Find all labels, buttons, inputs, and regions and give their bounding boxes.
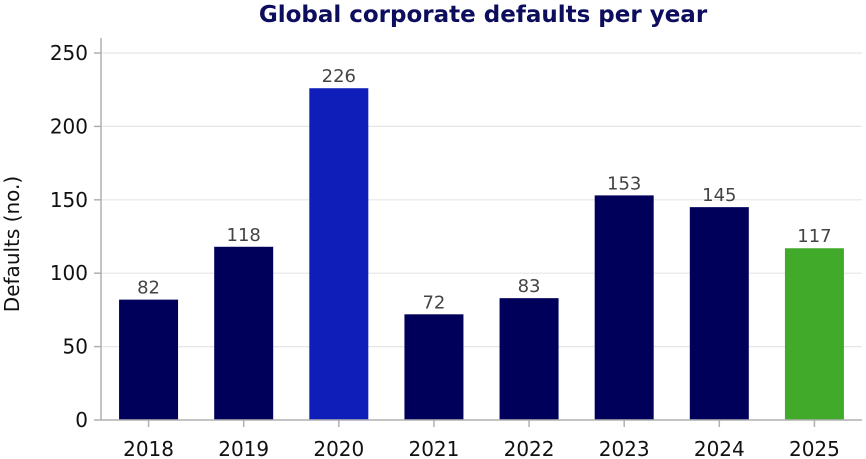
x-tick-label-2023: 2023 (599, 437, 650, 459)
data-label-2020: 226 (322, 66, 356, 87)
x-tick-label-2019: 2019 (218, 437, 269, 459)
bars (119, 88, 844, 421)
bar-2018 (119, 299, 179, 420)
y-tick-label: 100 (50, 261, 88, 285)
data-label-2018: 82 (137, 278, 160, 299)
data-label-2025: 117 (797, 226, 831, 247)
bar-2024 (689, 207, 749, 420)
x-tick-label-2020: 2020 (313, 437, 364, 459)
bar-2022 (499, 298, 559, 420)
data-label-2019: 118 (227, 225, 261, 246)
x-tick-label-2025: 2025 (789, 437, 840, 459)
data-label-2022: 83 (518, 276, 541, 297)
y-axis-label: Defaults (no.) (0, 176, 24, 312)
bar-2025 (784, 248, 844, 420)
data-label-2023: 153 (607, 173, 641, 194)
bar-2021 (404, 314, 464, 420)
y-tick-label: 250 (50, 41, 88, 65)
x-axis: 2018 2019 2020 2021 2022 2023 2024 2025 (101, 419, 862, 459)
x-tick-label-2021: 2021 (408, 437, 459, 459)
chart-title: Global corporate defaults per year (259, 2, 708, 28)
x-tick-label-2018: 2018 (123, 437, 174, 459)
y-tick-label: 0 (75, 408, 88, 432)
y-tick-label: 50 (63, 335, 88, 359)
bar-2023 (594, 195, 654, 420)
data-label-2024: 145 (702, 185, 736, 206)
data-label-2021: 72 (422, 292, 445, 313)
x-tick-label-2024: 2024 (694, 437, 745, 459)
data-labels: 82 118 226 72 83 153 145 117 (137, 66, 832, 313)
x-tick-label-2022: 2022 (504, 437, 555, 459)
y-axis: 0 50 100 150 200 250 (50, 38, 102, 432)
bar-2019 (214, 246, 274, 420)
bar-2020 (309, 88, 369, 421)
y-tick-label: 200 (50, 114, 88, 138)
y-tick-label: 150 (50, 188, 88, 212)
